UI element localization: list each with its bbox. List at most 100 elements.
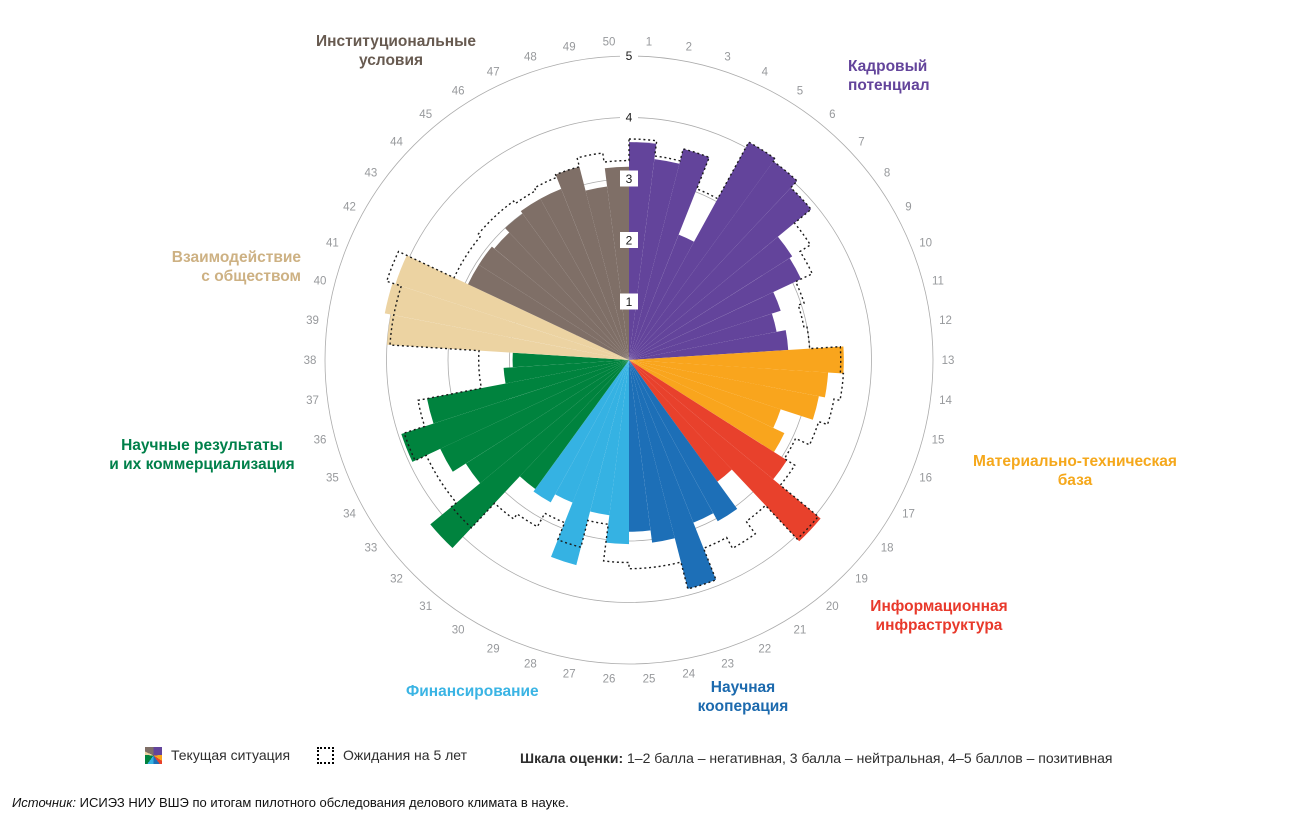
sector-wedge-33 <box>465 360 629 484</box>
category-label-line: Взаимодействие <box>171 249 301 266</box>
sector-wedge-43 <box>478 246 629 360</box>
spoke-number-24: 24 <box>682 668 695 680</box>
spoke-number-14: 14 <box>939 395 952 407</box>
spoke-number-6: 6 <box>829 109 835 121</box>
legend: Текущая ситуация Ожидания на 5 лет Шкала… <box>0 744 1292 768</box>
category-label-line: условия <box>358 52 424 69</box>
radial-axis-label: 1 <box>626 295 633 309</box>
category-label-line: Научные результаты <box>121 437 283 454</box>
sector-wedge-14 <box>629 360 829 398</box>
category-label-line: Кадровый <box>848 58 928 75</box>
sector-wedge-22 <box>629 360 714 523</box>
spoke-number-21: 21 <box>794 624 807 636</box>
sector-wedge-23 <box>629 360 716 589</box>
sector-wedge-47 <box>540 188 629 360</box>
category-label-informacionnaya-infrastruktura: Информационная инфраструктура <box>845 597 1033 635</box>
radial-axis-label: 2 <box>626 234 633 248</box>
category-label-line: и их коммерциализация <box>109 456 295 473</box>
current-situation-swatch-icon <box>145 746 162 764</box>
spoke-number-16: 16 <box>919 472 932 484</box>
spoke-number-17: 17 <box>902 509 915 521</box>
sector-wedge-4 <box>629 234 694 360</box>
category-label-line: с обществом <box>201 268 301 285</box>
spoke-number-29: 29 <box>487 644 500 656</box>
sector-wedge-17 <box>629 360 785 452</box>
spoke-number-31: 31 <box>419 601 432 613</box>
sector-wedge-19 <box>629 360 821 542</box>
sector-wedge-5 <box>629 142 776 360</box>
category-label-line: база <box>1057 472 1093 489</box>
spoke-number-45: 45 <box>419 109 432 121</box>
spoke-number-39: 39 <box>306 315 319 327</box>
category-label-institucionalnye-usloviya: Институциональные условия <box>316 32 476 70</box>
category-label-nauchnaya-kooperaciya: Научная кооперация <box>668 678 818 716</box>
expectations-outline <box>385 138 845 590</box>
spoke-number-12: 12 <box>939 315 952 327</box>
legend-item-expected: Ожидания на 5 лет <box>317 744 467 766</box>
spoke-number-28: 28 <box>524 658 537 670</box>
category-label-line: потенциал <box>848 77 930 94</box>
spoke-number-20: 20 <box>826 601 839 613</box>
spoke-number-27: 27 <box>563 668 576 680</box>
sector-wedge-24 <box>629 360 675 543</box>
spoke-number-30: 30 <box>452 624 465 636</box>
radial-axis-label: 4 <box>626 111 633 125</box>
spoke-number-25: 25 <box>643 673 656 685</box>
legend-current-label: Текущая ситуация <box>171 747 291 763</box>
category-label-vzaimodeystvie-s-obschestvom: Взаимодействие с обществом <box>133 248 301 286</box>
sector-wedge-42 <box>468 264 629 360</box>
sector-wedge-11 <box>629 313 777 360</box>
spoke-number-10: 10 <box>919 238 932 250</box>
spoke-number-32: 32 <box>390 573 403 585</box>
spoke-number-5: 5 <box>797 86 803 98</box>
sector-wedge-10 <box>629 292 781 360</box>
spoke-number-9: 9 <box>905 201 911 213</box>
spoke-number-46: 46 <box>452 86 465 98</box>
sector-wedge-12 <box>629 330 789 360</box>
sector-wedge-9 <box>629 258 802 360</box>
radial-axis-label-box <box>620 109 638 125</box>
sector-wedge-39 <box>387 314 629 360</box>
spoke-number-36: 36 <box>314 434 327 446</box>
sector-wedge-38 <box>512 352 629 368</box>
spoke-number-33: 33 <box>365 543 378 555</box>
spoke-number-3: 3 <box>724 52 730 64</box>
category-label-line: кооперация <box>697 698 789 715</box>
radial-axis-label-box <box>620 293 638 310</box>
spoke-number-37: 37 <box>306 395 319 407</box>
spoke-number-34: 34 <box>343 509 356 521</box>
sector-wedge-27 <box>590 360 629 516</box>
sector-wedge-46 <box>520 198 629 360</box>
sector-wedge-15 <box>629 360 819 420</box>
spoke-number-43: 43 <box>365 168 378 180</box>
sector-wedge-45 <box>505 213 629 360</box>
category-label-kadrovyy-potencial: Кадровый потенциал <box>848 57 978 95</box>
category-label-line: Материально-техническая <box>973 453 1177 470</box>
spoke-number-42: 42 <box>343 201 356 213</box>
category-label-line: Институциональные <box>316 33 476 50</box>
sector-wedge-28 <box>551 360 629 566</box>
legend-item-current: Текущая ситуация <box>145 744 290 766</box>
spoke-number-11: 11 <box>932 276 944 288</box>
sector-wedge-30 <box>533 360 629 503</box>
sector-wedge-13 <box>629 346 844 374</box>
legend-expected-label: Ожидания на 5 лет <box>343 747 468 763</box>
spoke-number-44: 44 <box>390 137 403 149</box>
spoke-number-8: 8 <box>884 168 890 180</box>
sector-wedge-3 <box>629 148 710 360</box>
scale-title: Шкала оценки: <box>520 750 624 766</box>
sector-wedge-35 <box>401 360 629 462</box>
sector-wedge-26 <box>605 360 629 545</box>
sector-wedge-25 <box>629 360 651 532</box>
spoke-number-47: 47 <box>487 66 500 78</box>
sector-wedge-40 <box>384 283 629 360</box>
category-label-line: Научная <box>710 679 776 696</box>
spoke-number-4: 4 <box>762 66 769 78</box>
spoke-number-50: 50 <box>603 37 616 49</box>
category-label-materialno-tehnicheskaya-baza: Материально-техническая база <box>950 452 1200 490</box>
spoke-number-15: 15 <box>932 434 945 446</box>
scale-text: 1–2 балла – негативная, 3 балла – нейтра… <box>623 750 1113 766</box>
sector-wedge-29 <box>555 360 629 503</box>
